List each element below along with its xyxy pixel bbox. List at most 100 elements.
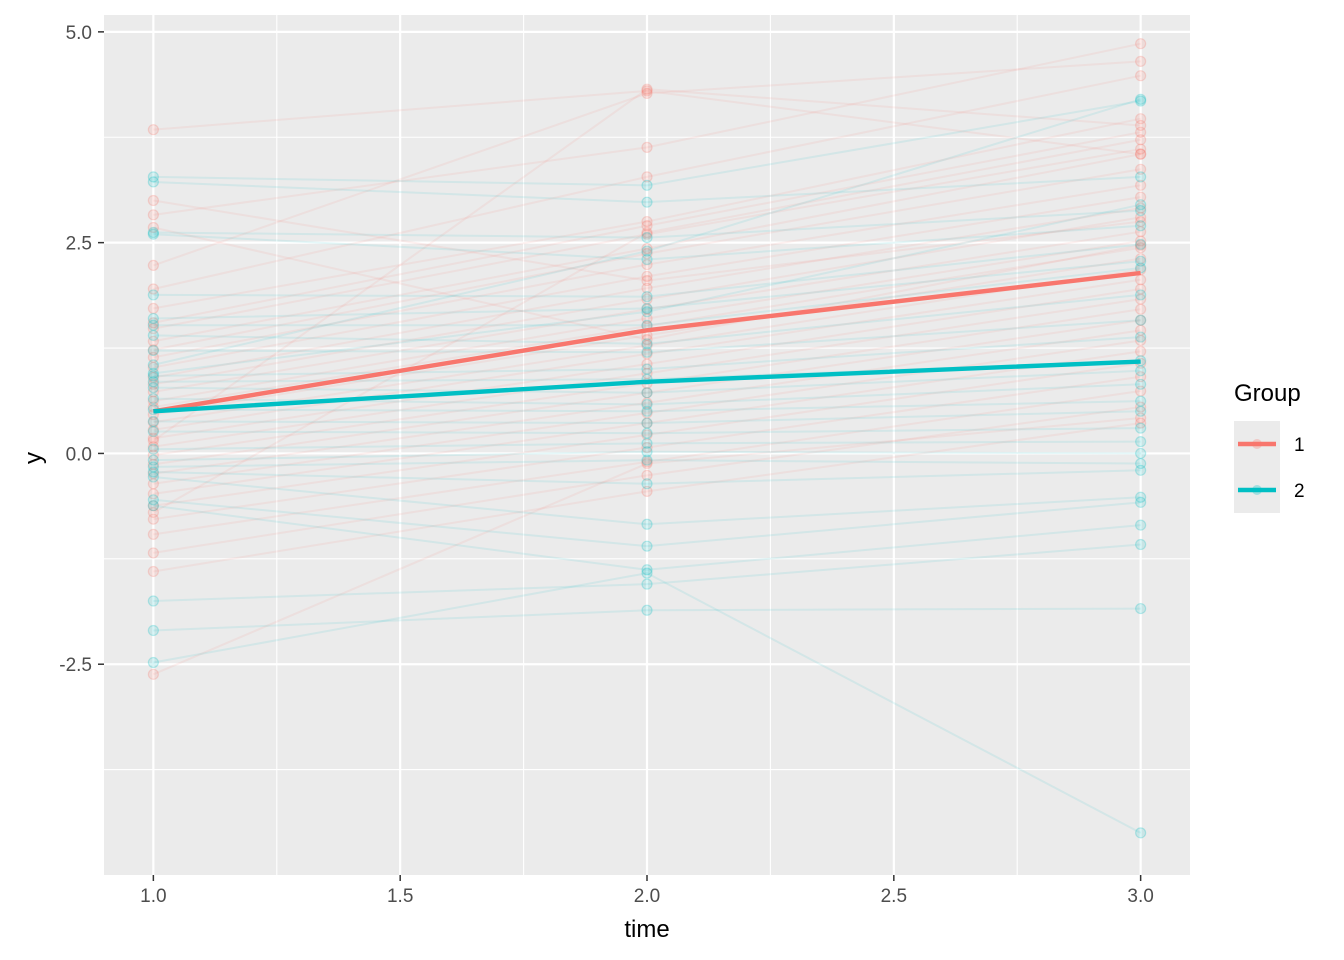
x-tick-label: 2.5 bbox=[881, 886, 907, 907]
data-point-group-2 bbox=[147, 415, 159, 427]
data-point-group-1 bbox=[147, 565, 159, 578]
trajectory-group-1 bbox=[153, 350, 1141, 495]
data-point-group-2 bbox=[147, 382, 159, 394]
trajectory-group-2 bbox=[153, 260, 1141, 320]
data-point-group-2 bbox=[1135, 496, 1147, 508]
trajectory-group-1 bbox=[153, 153, 1141, 343]
data-point-group-2 bbox=[1135, 365, 1147, 377]
trajectory-group-2 bbox=[153, 175, 1141, 204]
data-point-group-1 bbox=[147, 259, 159, 272]
data-point-group-2 bbox=[147, 367, 159, 379]
data-point-group-2 bbox=[641, 346, 653, 358]
trajectory-group-1 bbox=[153, 89, 1141, 156]
x-tick-label: 2.0 bbox=[634, 886, 660, 907]
data-point-group-1 bbox=[641, 171, 653, 183]
data-point-group-1 bbox=[1135, 401, 1147, 413]
data-point-group-2 bbox=[1135, 220, 1147, 232]
trajectory-group-1 bbox=[153, 406, 1141, 554]
x-axis-title: time bbox=[624, 916, 669, 943]
trajectory-group-2 bbox=[153, 209, 1141, 239]
data-point-group-2 bbox=[1135, 314, 1147, 326]
data-point-group-1 bbox=[147, 361, 159, 374]
trajectory-group-2 bbox=[153, 450, 1141, 462]
data-point-group-2 bbox=[1135, 95, 1147, 107]
data-point-group-2 bbox=[147, 176, 159, 188]
legend-label-1: 1 bbox=[1294, 435, 1305, 456]
data-point-group-1 bbox=[1135, 242, 1147, 254]
data-point-group-2 bbox=[1135, 827, 1147, 839]
data-point-group-1 bbox=[147, 458, 159, 470]
trajectory-group-2 bbox=[153, 100, 1141, 187]
data-point-group-1 bbox=[641, 83, 653, 95]
data-point-group-2 bbox=[1135, 255, 1147, 267]
data-point-group-2 bbox=[147, 359, 159, 371]
trajectory-group-2 bbox=[153, 319, 1141, 354]
x-axis: 1.0 1.5 2.0 2.5 3.0 bbox=[140, 875, 1154, 907]
data-point-group-2 bbox=[641, 231, 653, 244]
data-point-group-2 bbox=[641, 291, 653, 303]
trajectory-group-1 bbox=[153, 74, 1141, 290]
legend-key-point-1 bbox=[1252, 439, 1262, 449]
data-point-group-1 bbox=[1135, 119, 1147, 132]
data-point-group-2 bbox=[1135, 331, 1147, 343]
data-point-group-2 bbox=[641, 179, 653, 191]
trajectory-group-1 bbox=[153, 288, 1141, 440]
trajectory-group-2 bbox=[153, 293, 1141, 345]
data-point-group-2 bbox=[1135, 491, 1147, 503]
data-point-group-1 bbox=[147, 435, 159, 447]
trajectory-group-1 bbox=[153, 230, 1141, 393]
trajectory-group-2 bbox=[153, 410, 1141, 425]
data-point-group-1 bbox=[641, 456, 653, 468]
x-tick-label: 3.0 bbox=[1127, 886, 1153, 907]
trajectory-group-2 bbox=[153, 459, 1141, 468]
data-point-group-2 bbox=[1135, 171, 1147, 183]
trajectory-group-1 bbox=[153, 60, 1141, 267]
data-point-group-2 bbox=[641, 363, 653, 375]
data-point-group-1 bbox=[641, 397, 653, 409]
data-point-group-1 bbox=[1135, 314, 1147, 326]
data-point-group-1 bbox=[641, 270, 653, 282]
data-point-group-2 bbox=[641, 437, 653, 449]
data-point-group-1 bbox=[641, 220, 653, 232]
data-point-group-2 bbox=[147, 393, 159, 405]
data-point-group-2 bbox=[1135, 602, 1147, 615]
data-point-group-2 bbox=[1135, 199, 1147, 211]
data-point-group-1 bbox=[147, 500, 159, 512]
data-point-group-2 bbox=[641, 405, 653, 417]
trajectory-group-1 bbox=[153, 148, 1141, 330]
data-point-group-1 bbox=[641, 485, 653, 497]
data-point-group-2 bbox=[147, 171, 159, 183]
data-point-group-2 bbox=[1135, 378, 1147, 390]
trajectory-group-1 bbox=[153, 226, 1141, 341]
data-point-group-1 bbox=[641, 367, 653, 379]
data-point-group-2 bbox=[147, 289, 159, 301]
data-point-group-1 bbox=[147, 468, 159, 480]
data-point-group-1 bbox=[1135, 274, 1147, 286]
trajectory-group-1 bbox=[153, 184, 1141, 359]
trajectory-group-1 bbox=[153, 42, 1141, 216]
data-point-group-1 bbox=[1135, 202, 1147, 214]
y-tick-label: 0.0 bbox=[66, 444, 92, 465]
x-tick-label: 1.0 bbox=[140, 886, 166, 907]
data-point-group-1 bbox=[147, 378, 159, 390]
data-point-group-1 bbox=[641, 457, 653, 470]
data-point-group-1 bbox=[147, 668, 159, 680]
data-point-group-1 bbox=[147, 416, 159, 428]
data-point-group-1 bbox=[147, 506, 159, 519]
data-point-group-1 bbox=[641, 407, 653, 419]
data-point-group-2 bbox=[1135, 262, 1147, 274]
data-point-group-1 bbox=[1135, 417, 1147, 429]
data-point-group-2 bbox=[1135, 519, 1147, 531]
data-point-group-1 bbox=[1135, 70, 1147, 82]
data-point-group-1 bbox=[641, 141, 653, 153]
group-mean-lines bbox=[153, 270, 1141, 414]
data-point-group-1 bbox=[147, 386, 159, 398]
data-point-group-2 bbox=[147, 500, 159, 512]
data-point-group-1 bbox=[147, 478, 159, 490]
data-point-group-2 bbox=[147, 319, 159, 331]
trajectory-group-1 bbox=[153, 216, 1141, 386]
data-point-group-2 bbox=[147, 312, 159, 325]
data-point-group-1 bbox=[1135, 211, 1147, 223]
data-point-group-1 bbox=[1135, 334, 1147, 347]
trajectory-group-1 bbox=[153, 196, 1141, 369]
